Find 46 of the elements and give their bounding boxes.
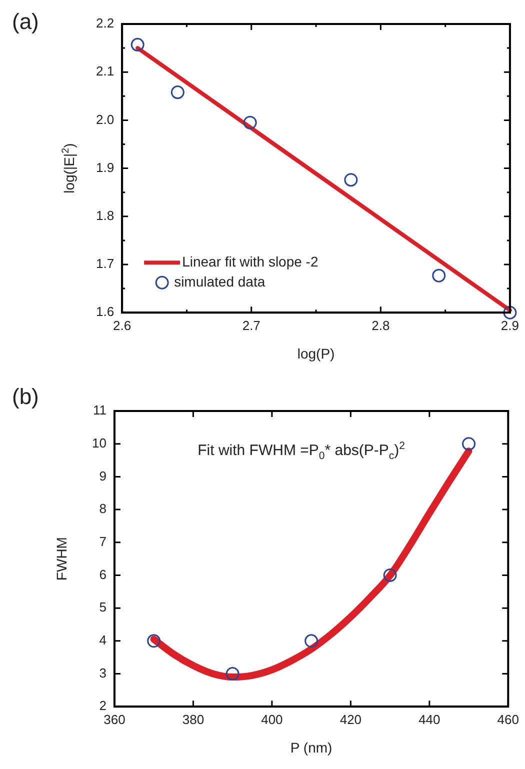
- point: [226, 667, 240, 681]
- y-tick-label: 8: [99, 501, 106, 516]
- y-tick-label: 6: [99, 566, 106, 582]
- x-tick-label: 2.6: [113, 318, 132, 333]
- legend-label: simulated data: [174, 273, 266, 290]
- y-tick-label: 1.9: [96, 160, 114, 175]
- y-tick-label: 1.8: [96, 208, 114, 223]
- point: [462, 437, 476, 451]
- point: [383, 568, 397, 582]
- x-tick-label: 2.8: [372, 318, 390, 333]
- y-tick-label: 3: [99, 665, 106, 680]
- y-tick-label: 9: [99, 468, 106, 484]
- x-tick-label: 2.9: [500, 318, 520, 333]
- y-tick-label: 2: [99, 698, 106, 714]
- x-tick-label: 400: [261, 712, 283, 727]
- x-tick-label: 380: [182, 712, 204, 727]
- point: [432, 268, 446, 282]
- y-tick-label: 1.6: [96, 304, 114, 320]
- y-tick-label: 2.2: [96, 16, 114, 31]
- point: [304, 634, 318, 648]
- point: [243, 116, 257, 130]
- x-axis-title: log(P): [297, 345, 335, 362]
- text: (a): [12, 9, 39, 34]
- x-tick-label: 2.7: [242, 318, 260, 333]
- point: [130, 38, 144, 52]
- point: [503, 306, 517, 320]
- y-tick-label: 5: [99, 600, 106, 615]
- x-tick-label: 460: [497, 712, 520, 727]
- x-tick-label: 420: [340, 712, 362, 727]
- point: [344, 173, 358, 187]
- legend-label: Linear fit with slope -2: [182, 253, 318, 270]
- x-tick-label: 440: [418, 712, 440, 727]
- text: (b): [12, 384, 39, 410]
- y-tick-label: 2.1: [96, 64, 114, 79]
- y-axis-title: FWHM: [53, 537, 70, 581]
- y-tick-label: 10: [92, 435, 106, 450]
- point: [170, 86, 184, 100]
- y-axis-title: log(|E|2): [60, 143, 78, 194]
- y-tick-label: 7: [99, 534, 106, 549]
- y-tick-label: 11: [92, 402, 106, 418]
- y-tick-label: 4: [99, 632, 106, 648]
- text: 2.0: [96, 112, 114, 127]
- x-axis-title: P (nm): [290, 739, 332, 756]
- x-tick-label: 360: [104, 712, 126, 727]
- point: [147, 634, 161, 648]
- y-tick-label: 1.7: [96, 256, 114, 272]
